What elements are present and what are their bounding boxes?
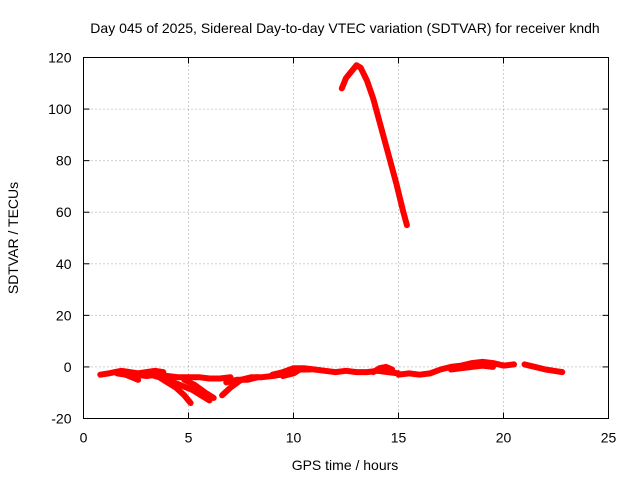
- y-tick-label: 100: [48, 101, 72, 117]
- series-line-arc-2: [114, 370, 142, 383]
- y-tick-label: 120: [48, 50, 72, 66]
- y-tick-label: 20: [56, 307, 72, 323]
- series-line-arc-5: [164, 376, 213, 404]
- x-tick-label: 25: [601, 430, 617, 446]
- grid: [83, 57, 609, 419]
- series-line-arc-10: [280, 366, 314, 379]
- y-tick-label: 0: [64, 359, 72, 375]
- series-line-arc-4: [147, 371, 194, 406]
- series-group: [97, 62, 566, 406]
- series-line-arc-14: [521, 361, 566, 376]
- chart-title: Day 045 of 2025, Sidereal Day-to-day VTE…: [90, 20, 599, 36]
- x-tick-label: 10: [286, 430, 302, 446]
- x-tick-label: 5: [185, 430, 193, 446]
- x-tick-label: 15: [391, 430, 407, 446]
- series-line-arc-8: [223, 374, 261, 386]
- y-tick-label: 80: [56, 153, 72, 169]
- series-line-arc-1: [97, 367, 167, 378]
- x-tick-label: 0: [80, 430, 88, 446]
- axis-ticks: 0 5 10 15 20 25 -20 0 20 40 60 80 100 120: [48, 50, 616, 446]
- x-tick-label: 20: [496, 430, 512, 446]
- series-line-arc-6: [181, 376, 217, 401]
- y-tick-label: -20: [51, 411, 71, 427]
- y-tick-label: 40: [56, 256, 72, 272]
- y-tick-label: 60: [56, 204, 72, 220]
- x-axis-label: GPS time / hours: [292, 457, 399, 473]
- plot-frame: [83, 57, 609, 419]
- y-axis-label: SDTVAR / TECUs: [5, 182, 21, 294]
- series-line-arc-13: [448, 362, 496, 373]
- series-line-arc-15: [338, 62, 410, 229]
- series-line-arc-11: [370, 363, 396, 376]
